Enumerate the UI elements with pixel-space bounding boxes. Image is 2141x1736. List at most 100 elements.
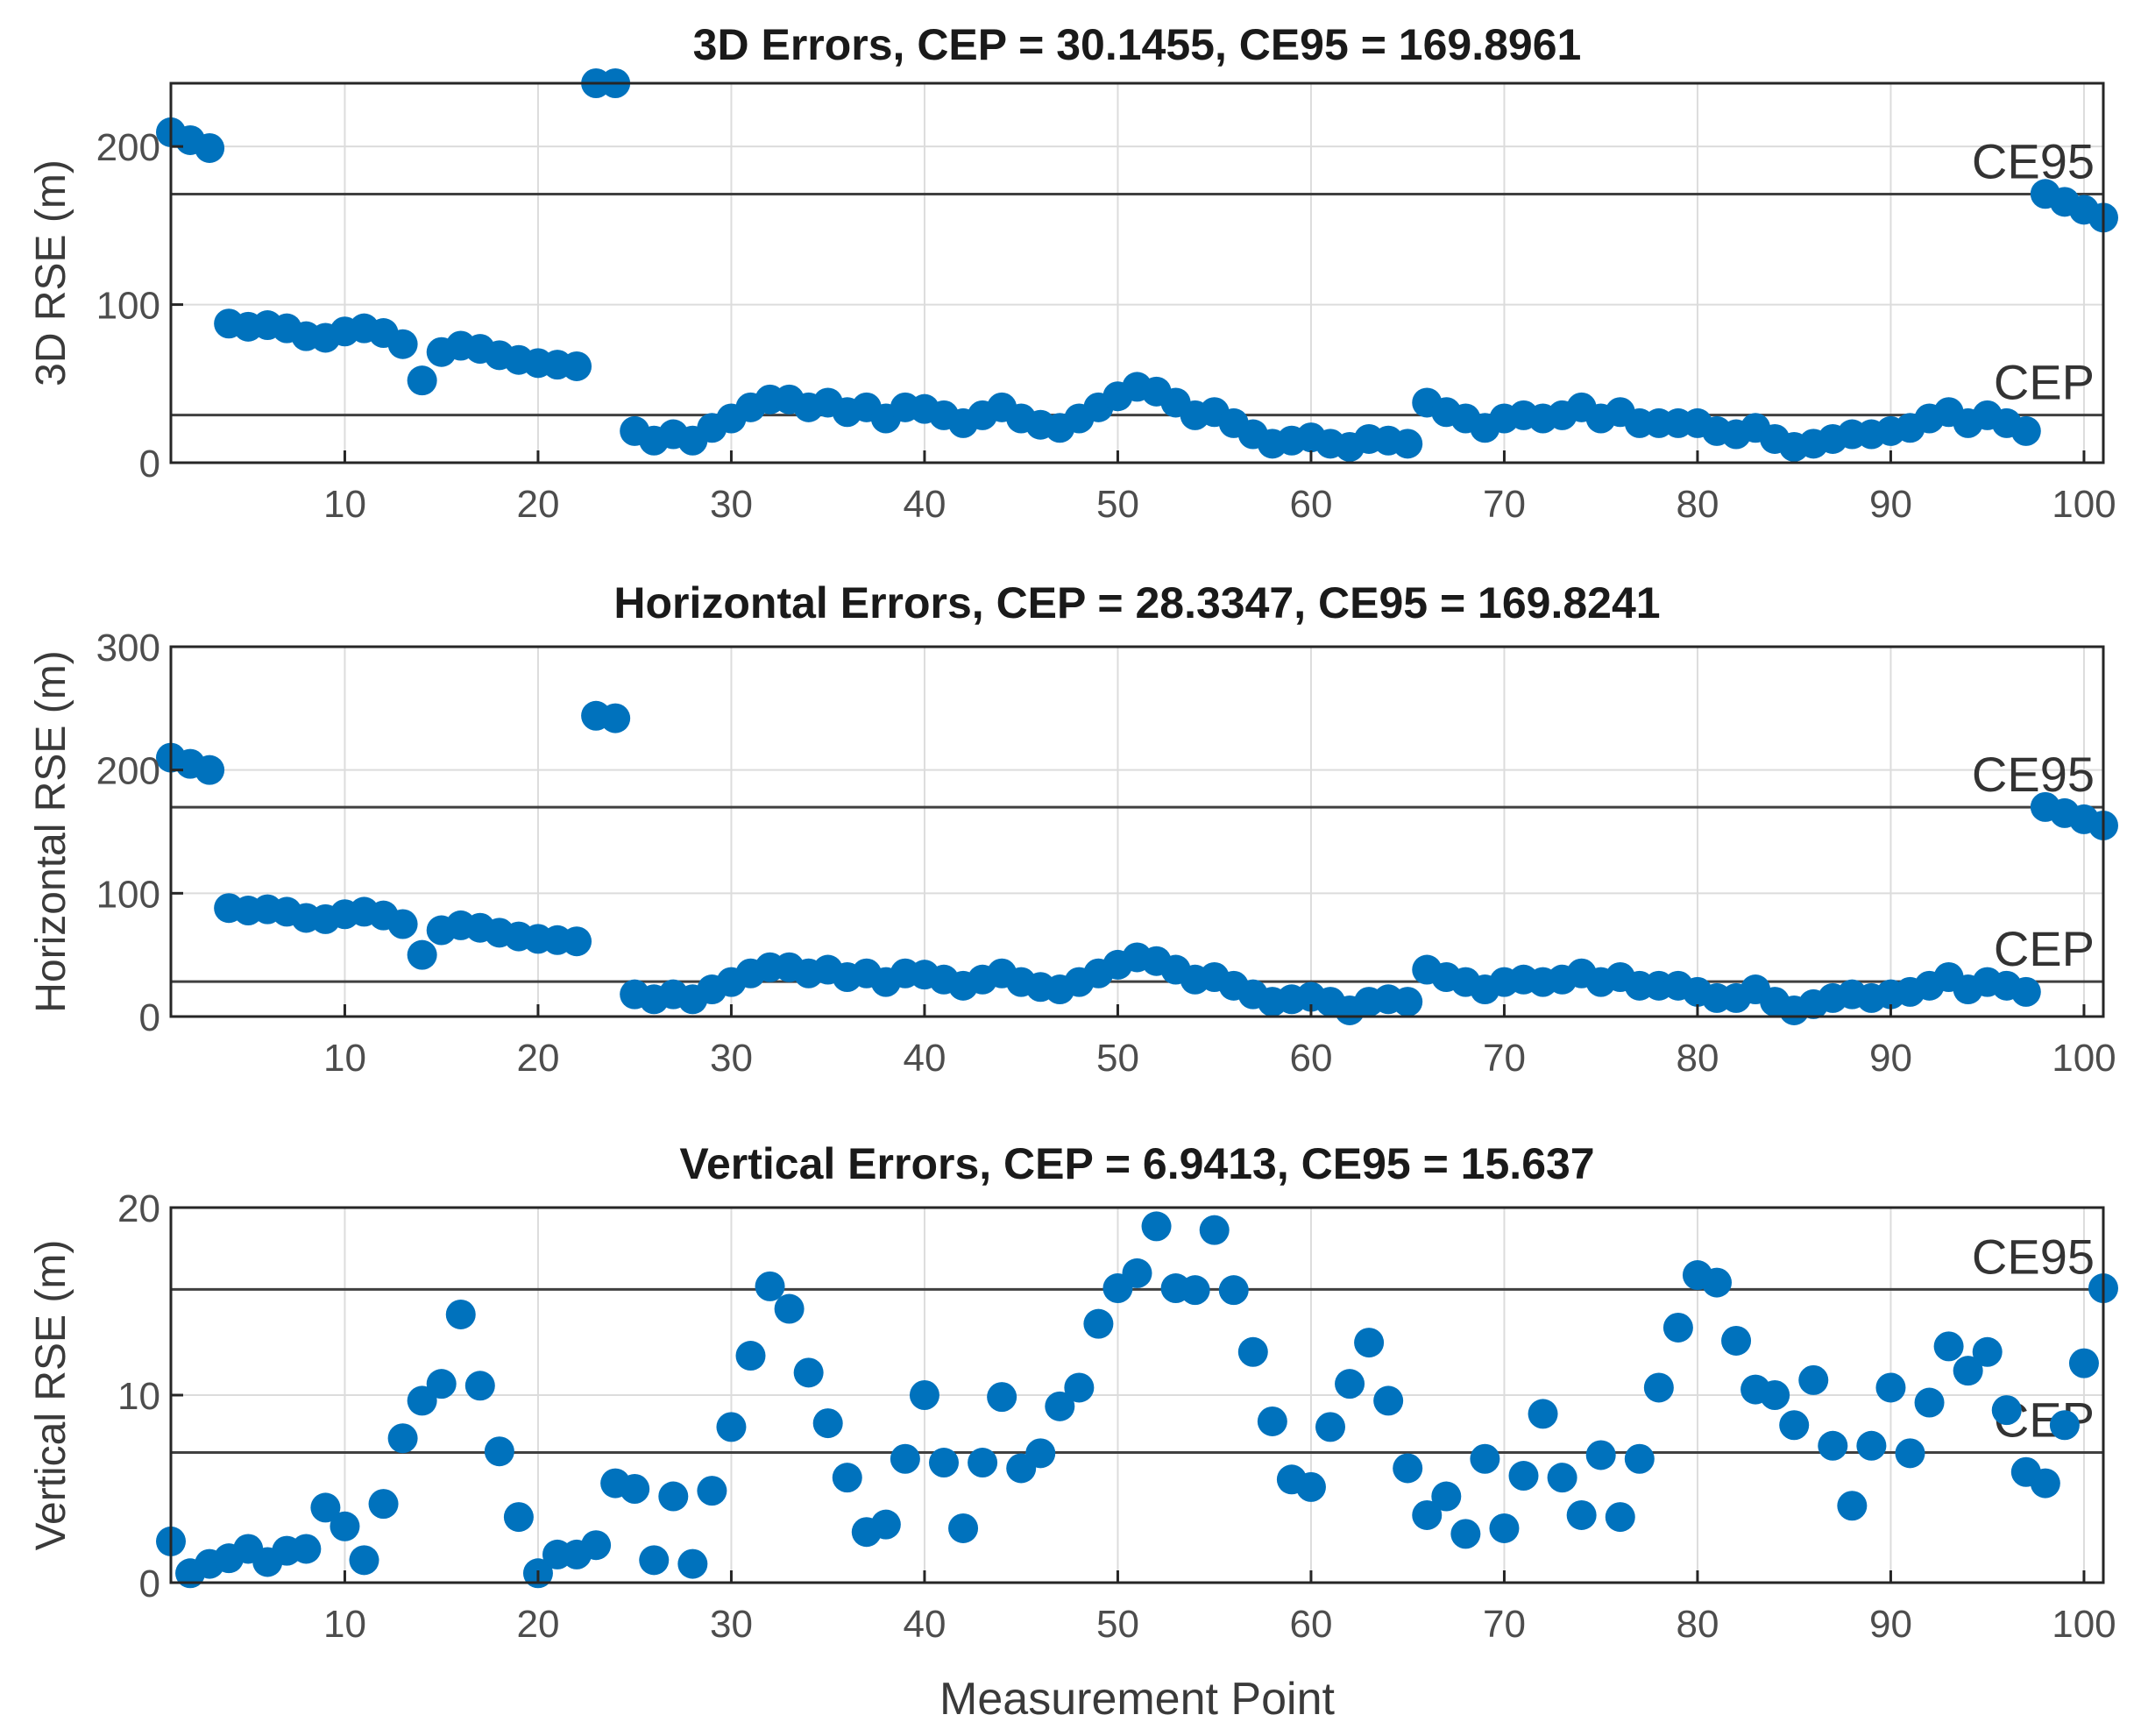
data-point xyxy=(1237,1336,1268,1367)
markers xyxy=(156,68,2118,462)
data-point xyxy=(716,1412,747,1442)
axes-frame xyxy=(169,645,2105,1018)
data-point xyxy=(407,1385,437,1416)
x-tick-label: 60 xyxy=(1289,1603,1332,1646)
reference-line-label-ce95: CE95 xyxy=(1972,747,2095,802)
data-point xyxy=(1295,1471,1326,1502)
data-point xyxy=(658,1481,689,1512)
data-point xyxy=(735,1341,766,1371)
reference-line-label-ce95: CE95 xyxy=(1972,133,2095,188)
data-point xyxy=(987,1382,1017,1413)
x-tick-label: 40 xyxy=(903,483,946,526)
data-point xyxy=(697,1476,727,1506)
x-tick-label: 20 xyxy=(516,483,559,526)
y-tick-label: 100 xyxy=(96,873,160,916)
data-point xyxy=(387,909,418,939)
y-tick-label: 200 xyxy=(96,750,160,793)
data-point xyxy=(368,1489,399,1520)
data-point xyxy=(445,1299,476,1329)
data-point xyxy=(387,329,418,359)
x-tick-label: 30 xyxy=(710,1603,753,1646)
data-point xyxy=(1643,1372,1674,1403)
data-point xyxy=(1470,1443,1500,1474)
reference-line-label-cep: CEP xyxy=(1994,921,2095,976)
reference-line-label-ce95: CE95 xyxy=(1972,1229,2095,1284)
x-tick-label: 40 xyxy=(903,1037,946,1080)
data-point xyxy=(407,939,437,970)
y-tick-label: 0 xyxy=(139,996,160,1039)
chart-title: Horizontal Errors, CEP = 28.3347, CE95 =… xyxy=(613,578,1660,627)
y-axis-label: Vertical RSE (m) xyxy=(28,1240,74,1551)
data-point xyxy=(1315,1412,1345,1442)
data-point xyxy=(581,1530,612,1561)
panel-3d-errors: CE95 CEP 10 20 30 40 50 60 70 80 90 100 0 100 200 3D … xyxy=(28,20,2118,526)
data-point xyxy=(1624,1443,1655,1474)
x-tick-label: 10 xyxy=(323,1037,366,1080)
data-point xyxy=(1933,1331,1964,1362)
x-axis-label: Measurement Point xyxy=(939,1674,1335,1725)
markers xyxy=(156,700,2118,1025)
data-point xyxy=(1122,1258,1152,1288)
data-point xyxy=(774,1293,805,1324)
markers xyxy=(156,1211,2118,1589)
x-tick-label: 100 xyxy=(2052,1603,2116,1646)
data-point xyxy=(948,1513,979,1543)
data-point xyxy=(1045,1391,1075,1421)
x-tick-label: 40 xyxy=(903,1603,946,1646)
data-point xyxy=(620,1474,650,1504)
y-tick-label: 0 xyxy=(139,1562,160,1605)
chart-title: 3D Errors, CEP = 30.1455, CE95 = 169.896… xyxy=(693,20,1582,69)
x-tick-label: 60 xyxy=(1289,483,1332,526)
data-point xyxy=(1662,1312,1693,1343)
data-point xyxy=(600,703,631,733)
data-point xyxy=(793,1357,824,1388)
data-point xyxy=(1856,1430,1887,1461)
data-point xyxy=(929,1448,959,1478)
data-point xyxy=(1585,1440,1616,1470)
data-point xyxy=(1083,1308,1114,1339)
tick-labels: 10 20 30 40 50 60 70 80 90 100 0 10 20 xyxy=(117,1187,2116,1646)
data-point xyxy=(832,1463,862,1493)
tick-labels: 10 20 30 40 50 60 70 80 90 100 0 100 200 300 xyxy=(96,627,2116,1080)
x-tick-label: 100 xyxy=(2052,1037,2116,1080)
data-point xyxy=(812,1408,843,1439)
data-point xyxy=(484,1436,514,1467)
x-tick-label: 80 xyxy=(1676,1037,1719,1080)
data-point xyxy=(2030,1468,2060,1499)
data-point xyxy=(330,1511,360,1541)
data-point xyxy=(890,1443,920,1474)
x-tick-label: 20 xyxy=(516,1037,559,1080)
y-tick-label: 100 xyxy=(96,285,160,328)
data-point xyxy=(1141,1211,1172,1242)
data-point xyxy=(1953,1356,1983,1386)
data-point xyxy=(2068,1348,2099,1378)
data-point xyxy=(909,1380,939,1410)
data-point xyxy=(1875,1372,1906,1403)
y-axis-label: Horizontal RSE (m) xyxy=(28,650,74,1012)
data-point xyxy=(1354,1328,1385,1358)
data-point xyxy=(1895,1438,1925,1469)
data-point xyxy=(562,926,592,957)
x-tick-label: 10 xyxy=(323,483,366,526)
data-point xyxy=(639,1545,670,1576)
x-tick-label: 30 xyxy=(710,1037,753,1080)
data-point xyxy=(677,1548,708,1579)
data-point xyxy=(1972,1336,2003,1367)
data-point xyxy=(1257,1406,1287,1436)
data-point xyxy=(1450,1519,1481,1549)
data-point xyxy=(1064,1372,1095,1403)
data-point xyxy=(2049,1410,2080,1441)
x-tick-label: 50 xyxy=(1096,1037,1139,1080)
data-point xyxy=(1431,1481,1462,1512)
reference-lines: CE95 CEP xyxy=(171,747,2103,983)
x-tick-label: 30 xyxy=(710,483,753,526)
y-tick-label: 200 xyxy=(96,126,160,169)
data-point xyxy=(1991,1395,2022,1426)
data-point xyxy=(1393,429,1423,459)
data-point xyxy=(1508,1461,1539,1492)
data-point xyxy=(2010,976,2041,1007)
data-point xyxy=(1335,1369,1365,1399)
